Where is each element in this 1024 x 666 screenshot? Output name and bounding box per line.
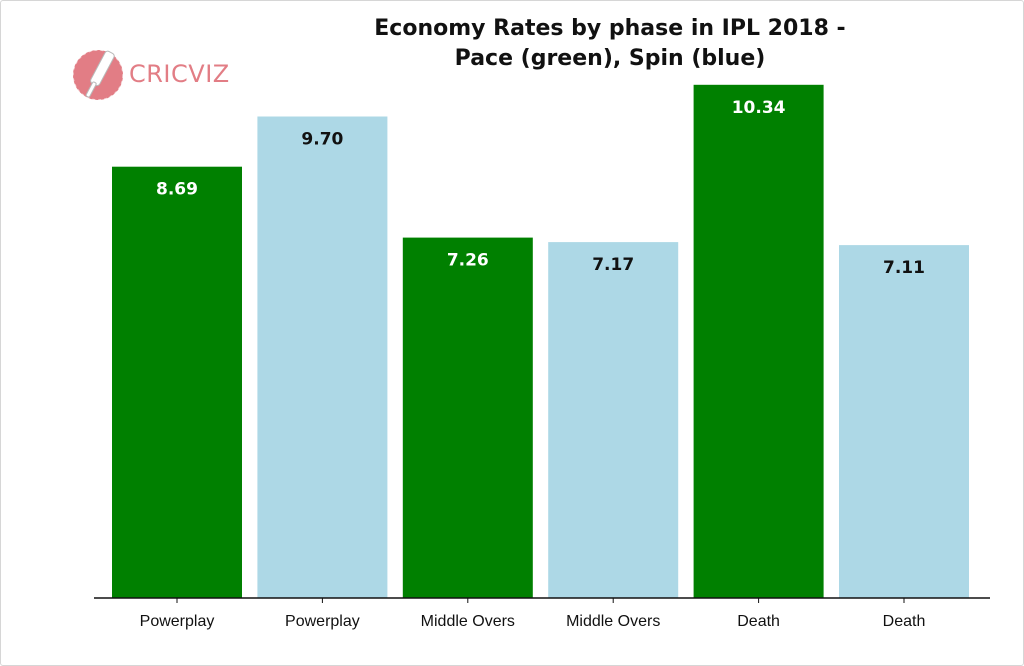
- bar-spin-5: [839, 245, 969, 598]
- chart-title: Economy Rates by phase in IPL 2018 - Pac…: [250, 14, 970, 74]
- cricket-bat-ball-icon: [72, 49, 124, 101]
- bar-pace-2: [402, 237, 533, 598]
- x-tick-label: Death: [737, 613, 780, 630]
- x-tick-label: Middle Overs: [421, 613, 515, 630]
- bar-pace-0: [112, 166, 242, 598]
- bar-value-label: 10.34: [732, 98, 786, 118]
- chart-title-line-1: Economy Rates by phase in IPL 2018 -: [374, 16, 846, 41]
- logo-text: CRICVIZ: [129, 60, 230, 88]
- cricviz-logo: CRICVIZ: [72, 46, 232, 104]
- bar-spin-3: [548, 242, 679, 598]
- bar-value-label: 8.69: [156, 180, 198, 200]
- x-tick-label: Middle Overs: [566, 613, 660, 630]
- bar-value-label: 7.26: [447, 251, 489, 271]
- bars-layer: 8.69 9.70 7.26 7.17 10.34 7.11: [112, 84, 969, 599]
- bar-value-label: 9.70: [301, 130, 343, 150]
- x-tick-label: Powerplay: [285, 613, 360, 630]
- bar-spin-1: [257, 116, 388, 598]
- bar-value-label: 7.11: [883, 258, 925, 278]
- x-tick-label: Powerplay: [140, 613, 215, 630]
- ticks-layer: Powerplay Powerplay Middle Overs Middle Ove…: [140, 598, 926, 630]
- chart-title-line-2: Pace (green), Spin (blue): [454, 46, 766, 71]
- bar-pace-4: [693, 84, 824, 599]
- x-tick-label: Death: [883, 613, 926, 630]
- bar-value-label: 7.17: [592, 255, 634, 275]
